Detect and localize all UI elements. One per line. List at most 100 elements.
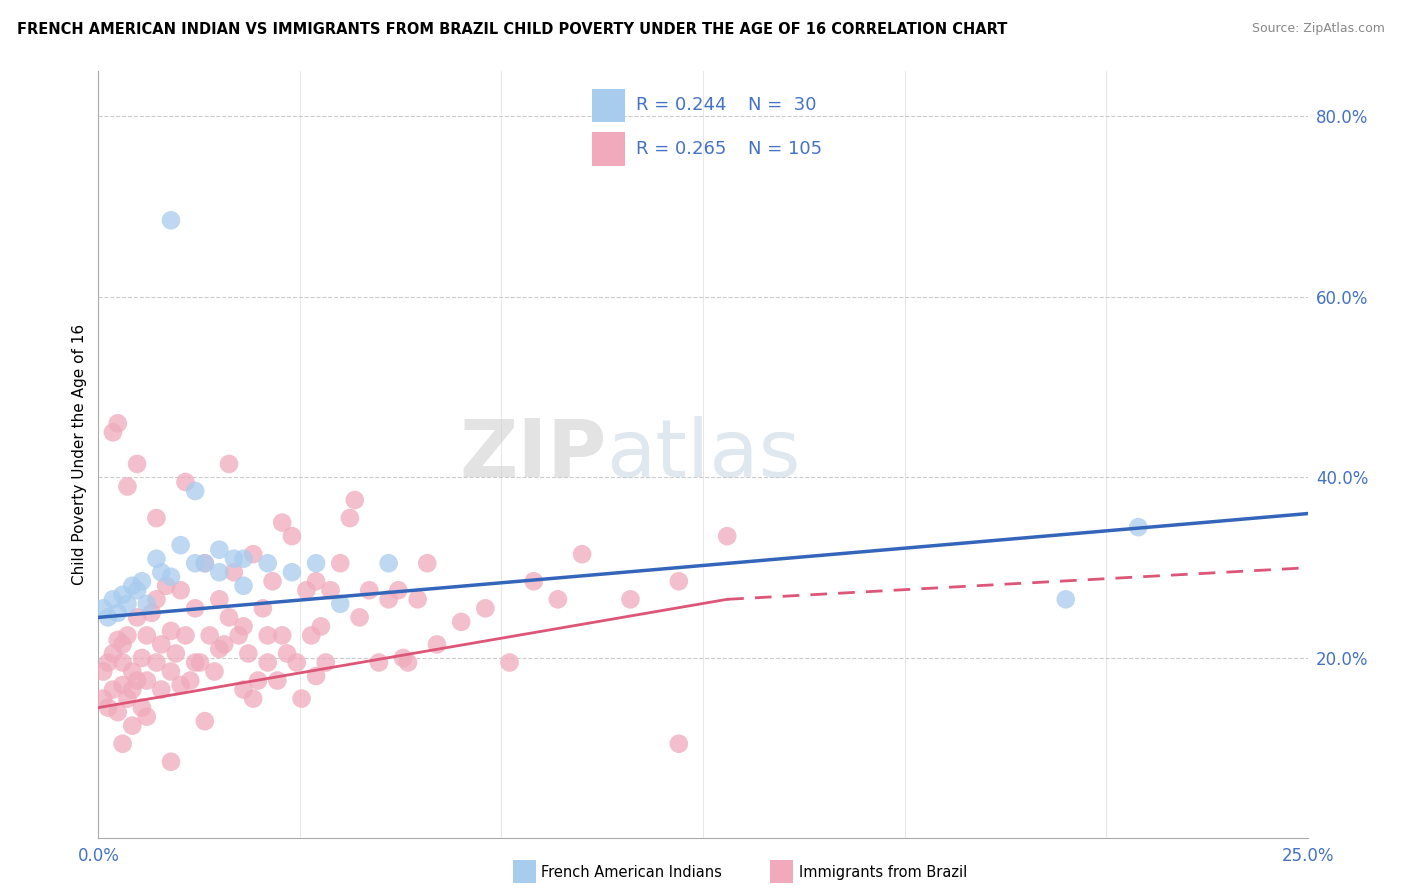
Point <box>295 583 318 598</box>
Point <box>218 457 240 471</box>
Text: N =  30: N = 30 <box>748 96 817 114</box>
Point <box>619 592 641 607</box>
Point <box>184 483 207 498</box>
Point <box>160 755 183 769</box>
Point <box>184 601 207 615</box>
Point <box>305 669 328 683</box>
Point <box>281 529 304 543</box>
Text: N = 105: N = 105 <box>748 140 823 158</box>
Point <box>319 583 342 598</box>
Point <box>305 556 328 570</box>
Point <box>107 705 129 719</box>
Point <box>165 647 187 661</box>
Point <box>127 457 149 471</box>
Point <box>198 628 221 642</box>
Point <box>242 691 264 706</box>
Point <box>121 579 143 593</box>
Point <box>474 601 496 615</box>
Point <box>127 610 149 624</box>
Point <box>285 656 308 670</box>
Point <box>523 574 546 589</box>
Point <box>252 601 274 615</box>
Point <box>359 583 381 598</box>
Point <box>232 682 254 697</box>
Point <box>290 691 312 706</box>
Point <box>416 556 439 570</box>
Point <box>222 551 245 566</box>
Point <box>426 637 449 651</box>
Point <box>194 556 217 570</box>
Point <box>571 547 593 561</box>
Point <box>266 673 288 688</box>
Point <box>271 628 294 642</box>
Point <box>377 556 399 570</box>
Point <box>309 619 332 633</box>
Point <box>329 556 352 570</box>
Point <box>228 628 250 642</box>
Point <box>145 592 167 607</box>
Text: FRENCH AMERICAN INDIAN VS IMMIGRANTS FROM BRAZIL CHILD POVERTY UNDER THE AGE OF : FRENCH AMERICAN INDIAN VS IMMIGRANTS FRO… <box>17 22 1007 37</box>
Point <box>315 656 337 670</box>
Point <box>117 479 139 493</box>
Point <box>127 673 149 688</box>
Point <box>101 425 124 440</box>
Point <box>97 700 120 714</box>
Point <box>450 615 472 629</box>
Point <box>242 547 264 561</box>
Point <box>406 592 429 607</box>
Point <box>121 665 143 679</box>
Point <box>101 592 124 607</box>
Point <box>256 656 278 670</box>
Point <box>222 566 245 580</box>
Point <box>169 538 191 552</box>
Point <box>299 628 322 642</box>
Point <box>135 673 157 688</box>
Point <box>204 665 226 679</box>
Point <box>91 691 114 706</box>
Point <box>135 709 157 723</box>
Point <box>131 574 153 589</box>
Point <box>169 678 191 692</box>
Point <box>101 682 124 697</box>
Point <box>194 556 217 570</box>
Point <box>111 737 134 751</box>
Point <box>150 682 173 697</box>
Point <box>141 606 163 620</box>
Point <box>387 583 409 598</box>
Bar <box>592 132 624 166</box>
Point <box>305 574 328 589</box>
Point <box>271 516 294 530</box>
Point <box>131 700 153 714</box>
Text: Source: ZipAtlas.com: Source: ZipAtlas.com <box>1251 22 1385 36</box>
Point <box>117 691 139 706</box>
Point <box>208 642 231 657</box>
Point <box>135 597 157 611</box>
Point <box>184 556 207 570</box>
Point <box>145 656 167 670</box>
Point <box>111 678 134 692</box>
Point <box>498 656 520 670</box>
Point <box>101 647 124 661</box>
Point <box>1054 592 1077 607</box>
Point <box>716 529 738 543</box>
Point <box>188 656 211 670</box>
Point <box>392 651 415 665</box>
Point <box>668 737 690 751</box>
Y-axis label: Child Poverty Under the Age of 16: Child Poverty Under the Age of 16 <box>72 325 87 585</box>
Point <box>107 632 129 647</box>
Text: atlas: atlas <box>606 416 800 494</box>
Point <box>238 647 260 661</box>
Point <box>111 588 134 602</box>
Point <box>111 637 134 651</box>
Point <box>668 574 690 589</box>
Point <box>145 551 167 566</box>
Text: Immigrants from Brazil: Immigrants from Brazil <box>799 865 967 880</box>
Point <box>111 656 134 670</box>
Point <box>97 610 120 624</box>
Point <box>194 714 217 728</box>
Point <box>368 656 391 670</box>
Point <box>127 583 149 598</box>
Point <box>256 628 278 642</box>
Point <box>107 417 129 431</box>
Point <box>174 628 197 642</box>
